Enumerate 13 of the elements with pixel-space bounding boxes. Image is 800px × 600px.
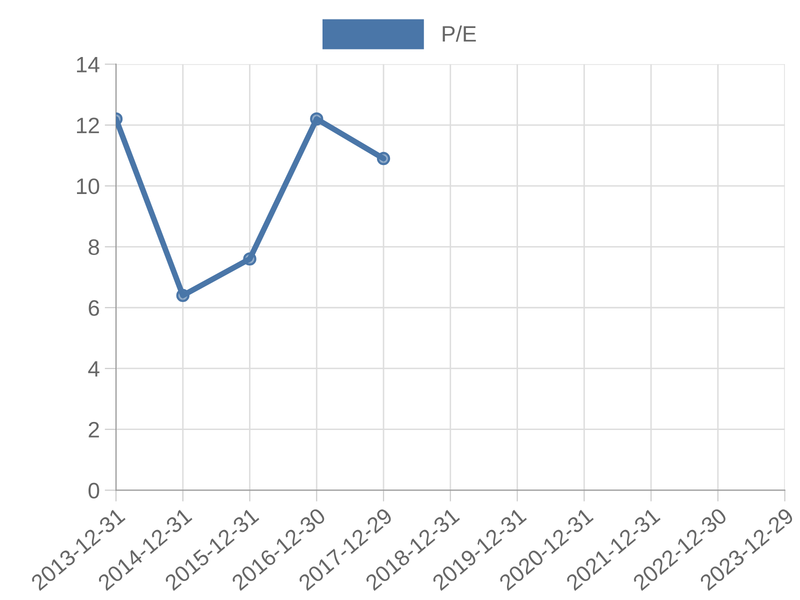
y-tick-label: 12 (77, 118, 99, 134)
y-tick-label: 0 (88, 482, 100, 498)
legend-label: P/E (442, 25, 476, 42)
point (243, 252, 256, 266)
y-tick-label: 6 (88, 300, 100, 316)
y-tick-label: 10 (77, 178, 100, 194)
point (376, 152, 390, 166)
y-tick-label: 2 (88, 422, 99, 438)
point (176, 288, 190, 302)
y-tick-label: 14 (77, 56, 100, 72)
y-tick-label: 8 (88, 239, 100, 256)
y-tick-label: 4 (88, 361, 100, 377)
point (310, 112, 324, 126)
